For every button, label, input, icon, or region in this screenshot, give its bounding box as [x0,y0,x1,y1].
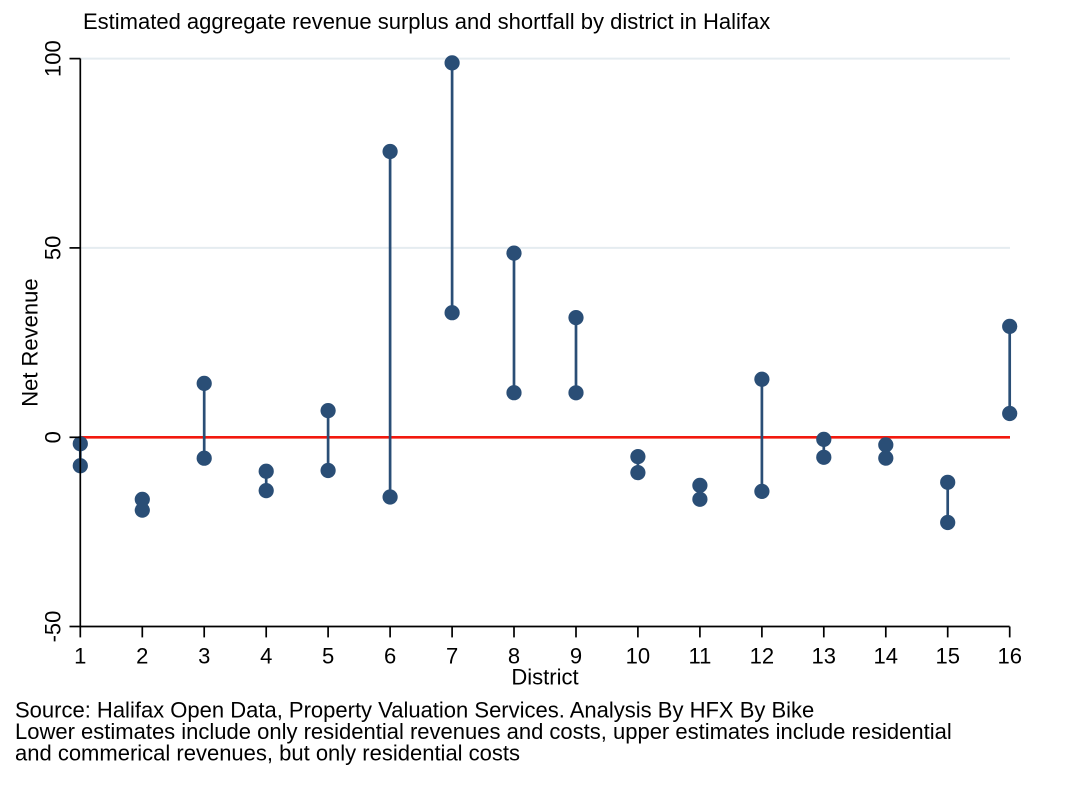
svg-text:and commerical revenues, but o: and commerical revenues, but only reside… [15,740,520,765]
svg-text:Lower estimates include only r: Lower estimates include only residential… [15,719,952,744]
svg-text:-50: -50 [41,611,66,643]
svg-text:6: 6 [384,644,396,669]
svg-text:15: 15 [935,644,959,669]
svg-text:12: 12 [750,644,774,669]
svg-text:14: 14 [874,644,898,669]
svg-text:3: 3 [198,644,210,669]
svg-text:13: 13 [812,644,836,669]
svg-text:District: District [511,665,578,690]
svg-text:Net Revenue: Net Revenue [17,278,42,406]
svg-text:1: 1 [74,644,86,669]
svg-text:50: 50 [41,236,66,260]
svg-text:9: 9 [570,644,582,669]
svg-text:100: 100 [41,40,66,77]
svg-text:8: 8 [508,644,520,669]
svg-text:10: 10 [626,644,650,669]
svg-text:Source: Halifax Open Data, Pro: Source: Halifax Open Data, Property Valu… [15,697,814,722]
svg-text:7: 7 [446,644,458,669]
svg-text:16: 16 [997,644,1021,669]
svg-text:4: 4 [260,644,272,669]
svg-text:Estimated aggregate revenue su: Estimated aggregate revenue surplus and … [83,9,770,34]
svg-text:0: 0 [41,431,66,443]
svg-text:5: 5 [322,644,334,669]
svg-text:11: 11 [688,644,711,669]
svg-text:2: 2 [136,644,148,669]
